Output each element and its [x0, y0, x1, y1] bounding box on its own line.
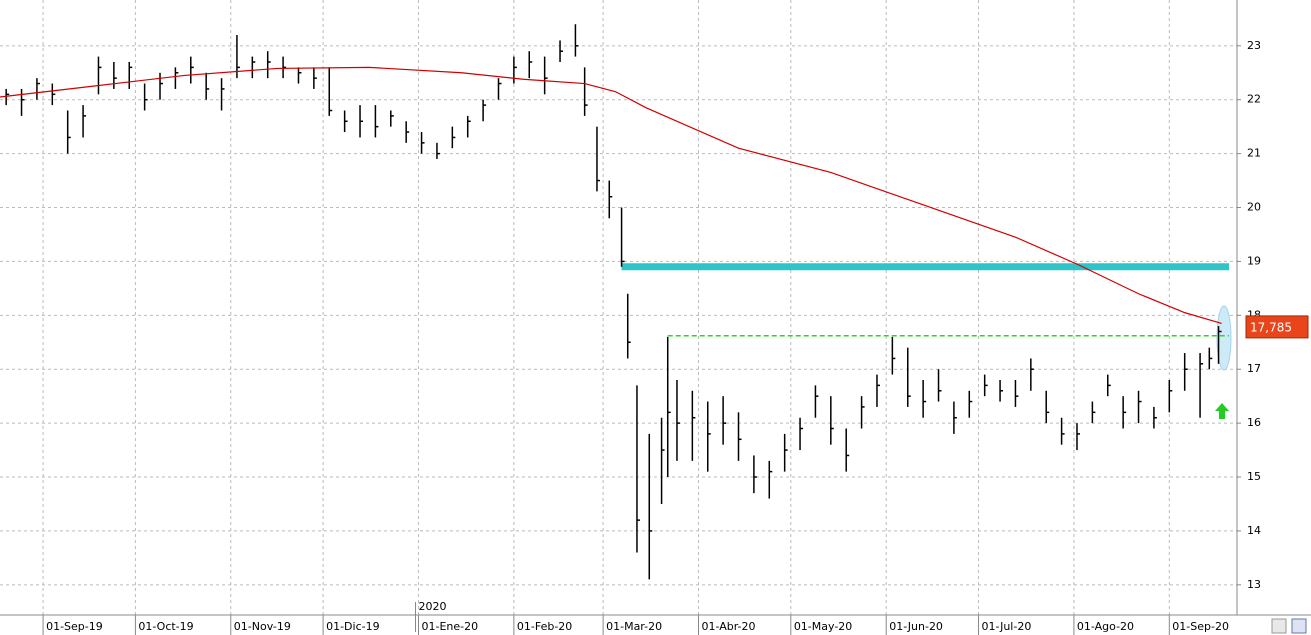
x-tick-label: 01-Ago-20	[1077, 620, 1134, 633]
y-tick-label: 14	[1247, 524, 1261, 537]
x-tick-label: 01-Jul-20	[982, 620, 1032, 633]
y-tick-label: 19	[1247, 254, 1261, 267]
x-tick-label: 01-Oct-19	[138, 620, 193, 633]
x-tick-label: 01-Sep-20	[1172, 620, 1229, 633]
moving-average	[0, 66, 1222, 324]
x-tick-label: 01-Nov-19	[234, 620, 291, 633]
toolbar-icons[interactable]	[1271, 618, 1307, 634]
y-tick-label: 20	[1247, 201, 1261, 214]
y-tick-label: 15	[1247, 470, 1261, 483]
up-arrow	[1215, 403, 1229, 419]
icon-button[interactable]	[1271, 618, 1287, 634]
price-tag-label: 17,785	[1250, 320, 1292, 334]
x-tick-label: 01-Feb-20	[517, 620, 572, 633]
y-tick-label: 21	[1247, 147, 1261, 160]
y-tick-label: 13	[1247, 578, 1261, 591]
y-tick-label: 22	[1247, 93, 1261, 106]
save-button[interactable]	[1291, 618, 1307, 634]
x-tick-label: 01-Abr-20	[702, 620, 756, 633]
y-tick-label: 16	[1247, 416, 1261, 429]
x-tick-label: 01-Ene-20	[421, 620, 478, 633]
x-tick-label: 01-Sep-19	[46, 620, 103, 633]
highlight-ellipse	[1216, 305, 1232, 371]
year-label: 2020	[418, 600, 446, 613]
y-tick-label: 17	[1247, 362, 1261, 375]
x-tick-label: 01-Dic-19	[326, 620, 380, 633]
x-tick-label: 01-Mar-20	[606, 620, 662, 633]
x-tick-label: 01-May-20	[794, 620, 852, 633]
price-tag	[1245, 315, 1309, 339]
y-tick-label: 23	[1247, 39, 1261, 52]
x-tick-label: 01-Jun-20	[889, 620, 943, 633]
